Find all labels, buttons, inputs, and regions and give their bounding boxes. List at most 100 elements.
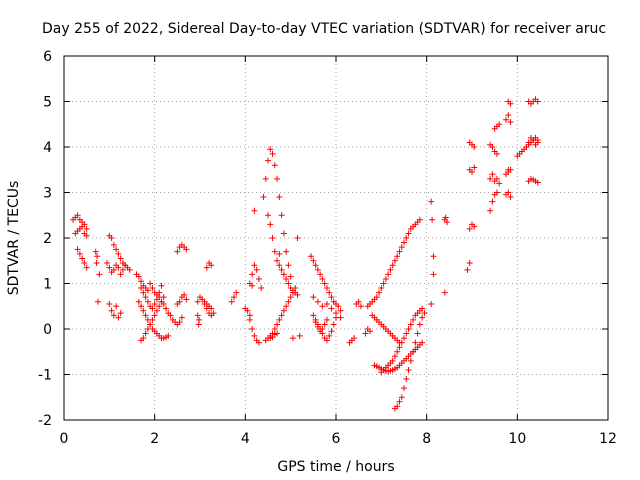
data-point — [319, 326, 326, 332]
data-point — [323, 337, 330, 344]
data-point — [74, 212, 81, 219]
data-point — [412, 339, 419, 346]
data-point — [144, 298, 151, 305]
data-point — [507, 118, 514, 125]
grid-lines — [64, 56, 608, 420]
data-point — [117, 310, 124, 317]
data-point — [471, 144, 478, 150]
data-point — [396, 339, 403, 346]
data-point — [280, 271, 287, 278]
data-point — [93, 260, 100, 267]
data-point — [419, 314, 426, 321]
data-point — [110, 312, 117, 319]
data-point — [310, 312, 317, 319]
data-point — [158, 282, 165, 289]
data-point — [135, 273, 142, 280]
data-point — [314, 323, 321, 330]
data-point — [389, 357, 396, 364]
data-point — [394, 348, 401, 355]
data-point — [276, 250, 283, 257]
data-point — [113, 246, 120, 253]
data-point — [428, 198, 435, 205]
data-point — [255, 275, 262, 282]
data-point — [156, 303, 163, 310]
data-point — [328, 305, 335, 312]
data-point — [410, 348, 417, 355]
data-point — [391, 353, 398, 360]
data-point — [429, 216, 436, 223]
data-point — [466, 225, 473, 232]
data-point — [110, 266, 117, 273]
data-point — [489, 171, 496, 178]
data-point — [441, 289, 448, 296]
data-point — [149, 316, 156, 323]
data-point — [183, 246, 190, 253]
data-point — [523, 144, 530, 150]
data-point — [158, 298, 165, 305]
data-point — [246, 316, 253, 323]
x-tick-label: 8 — [422, 431, 431, 447]
data-point — [489, 198, 496, 205]
data-point — [398, 394, 405, 401]
data-point — [265, 212, 271, 219]
data-point — [525, 139, 532, 146]
data-point — [262, 175, 269, 182]
data-point — [233, 289, 240, 296]
data-point — [323, 316, 330, 323]
data-point — [95, 298, 101, 305]
data-point — [487, 207, 494, 214]
data-point — [265, 157, 271, 164]
y-tick-label: 4 — [43, 140, 52, 156]
data-point — [255, 339, 262, 346]
data-point — [83, 225, 90, 232]
data-point — [96, 271, 103, 278]
data-point — [285, 262, 292, 269]
data-point — [249, 326, 256, 332]
data-point — [328, 294, 335, 301]
data-point — [165, 332, 172, 339]
data-point — [147, 280, 154, 287]
data-point — [319, 275, 326, 282]
data-point — [194, 298, 201, 305]
data-point — [249, 282, 256, 289]
data-point — [328, 328, 335, 335]
data-point — [319, 303, 326, 310]
data-point — [280, 307, 287, 314]
data-point — [83, 264, 90, 271]
chart-title: Day 255 of 2022, Sidereal Day-to-day VTE… — [42, 21, 606, 37]
data-point — [81, 260, 88, 267]
data-point — [271, 162, 278, 169]
data-point — [135, 298, 142, 305]
data-point — [119, 266, 126, 273]
data-point — [283, 248, 290, 255]
data-point — [489, 144, 496, 150]
data-point — [142, 294, 149, 301]
data-point — [244, 307, 251, 314]
data-point — [113, 303, 120, 310]
data-point — [140, 307, 147, 314]
data-point — [405, 230, 412, 237]
data-point — [367, 328, 373, 335]
data-point — [278, 312, 285, 319]
data-point — [251, 262, 258, 269]
data-point — [312, 262, 319, 269]
data-point — [274, 175, 281, 182]
data-point — [505, 166, 512, 173]
x-tick-label: 10 — [508, 431, 526, 447]
data-point — [160, 294, 167, 301]
y-tick-label: 5 — [43, 95, 52, 111]
data-point — [419, 305, 426, 312]
data-point — [398, 244, 405, 251]
data-point — [333, 310, 339, 317]
data-point — [142, 312, 149, 319]
data-point — [194, 312, 201, 319]
data-point — [294, 235, 301, 241]
data-point — [534, 139, 541, 146]
data-point — [310, 257, 317, 264]
data-point — [140, 335, 147, 342]
data-point — [287, 294, 294, 301]
data-point — [362, 330, 369, 337]
data-point — [183, 296, 190, 303]
data-point — [471, 223, 478, 230]
